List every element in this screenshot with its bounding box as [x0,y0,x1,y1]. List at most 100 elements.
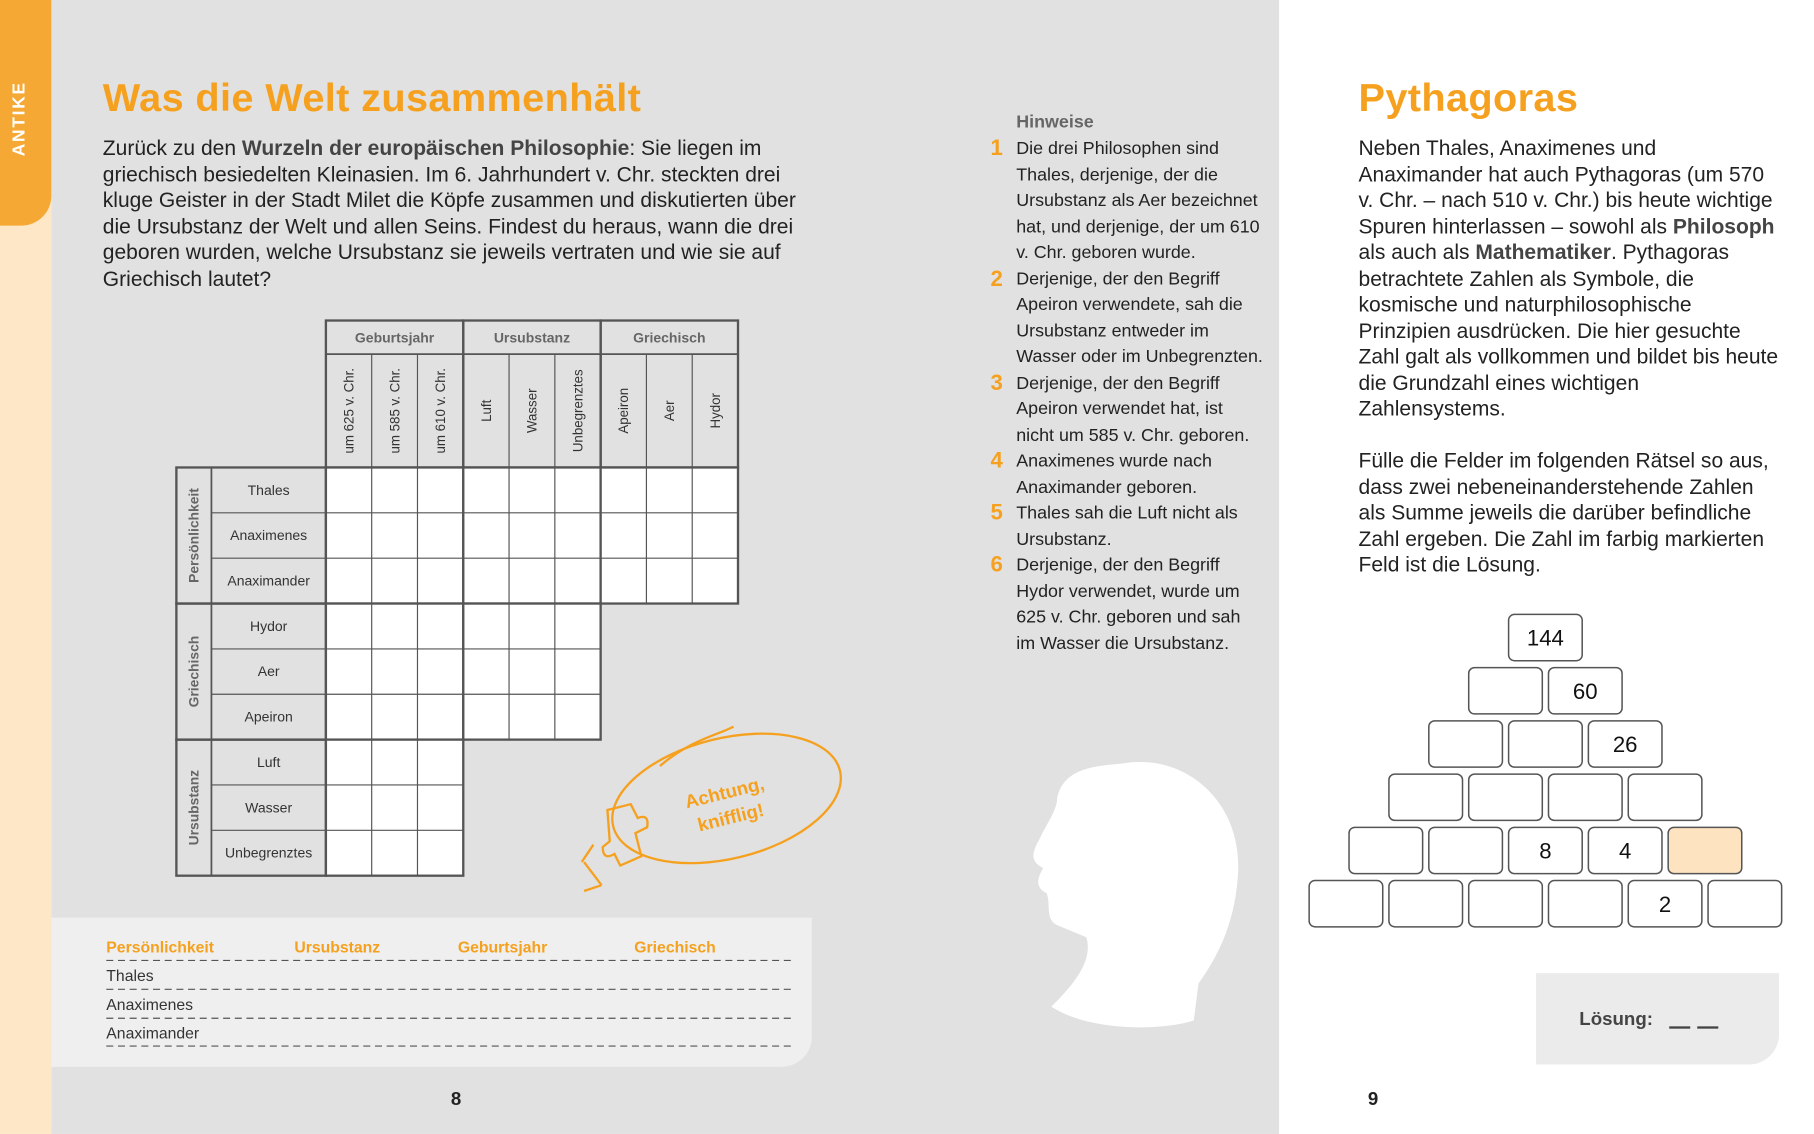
para-bold: Philosoph [1672,214,1775,238]
column-label: Apeiron [616,388,631,434]
hint-number: 6 [990,553,1003,578]
bubble-stroke [659,725,735,767]
pyramid-number: 26 [1613,732,1638,757]
pyramid-cell [1388,879,1464,928]
intro: Zurück zu den Wurzeln der europäischen P… [103,135,830,291]
column-label: um 625 v. Chr. [341,368,356,453]
hint: 2 Derjenige, der den Begriff Apeiron verw… [991,267,1264,371]
row-group-label: Persönlichkeit [186,488,202,583]
row-label: Thales [248,482,290,498]
pyramid-cell [1348,826,1424,875]
para-text: Neben Thales, Anaximenes und Anaximander… [1358,136,1773,238]
para-text: . Pythagoras betrachtete Zahlen als Symb… [1358,240,1779,421]
pyramid-cell [1467,773,1544,822]
row-label: Anaximander [227,573,310,589]
pyramid-number: 4 [1619,839,1631,864]
pyramid-cell [1507,720,1583,768]
pyramid-cell [1627,773,1703,822]
hint: 4 Anaximenes wurde nach Anaximander gebor… [991,449,1264,501]
pyramid-number: 2 [1659,892,1671,917]
para-bold: Mathematiker [1475,240,1611,264]
solution-cell [1667,826,1743,875]
grid-block [324,466,465,605]
grid-block [462,602,602,741]
pyramid-cell [1428,720,1504,768]
row-label: Unbegrenztes [225,845,312,861]
column-label: Unbegrenztes [570,369,585,452]
right-paragraph: Fülle die Felder im folgenden Rätsel so … [1358,448,1769,577]
solution-box [51,917,812,1067]
page-number: 8 [450,1089,462,1110]
pyramid-cell [1467,879,1544,928]
row-group-label: Ursubstanz [186,770,202,846]
right-title: Pythagoras [1358,76,1579,121]
pyramid-number: 8 [1539,839,1551,864]
pyramid-cell [1627,879,1703,928]
hint-text: Thales sah die Luft nicht als Ursubstanz… [1016,503,1238,550]
column-label: um 585 v. Chr. [387,368,402,453]
hint-number: 5 [990,501,1003,526]
pyramid-cell [1547,773,1623,822]
section-tab [0,0,52,226]
solution-row-label: Anaximenes [106,997,193,1014]
hint-number: 3 [990,370,1003,396]
solution-header: Griechisch [634,939,715,956]
pyramid-cell [1507,826,1583,875]
column-label: Hydor [708,392,723,428]
head-silhouette [1033,761,1239,1028]
hint: 5 Thales sah die Luft nicht als Ursubstan… [991,501,1264,553]
solution-header: Ursubstanz [294,939,380,956]
hint-number: 2 [990,266,1003,292]
grid-block [599,466,740,605]
pyramid-cell [1467,666,1544,715]
column-group-label: Griechisch [633,330,705,346]
logic-grid: Geburtsjahr um 625 v. Chr. um 585 v. Chr. u… [175,319,740,877]
hint-number: 1 [990,136,1003,161]
pyramid-cell [1388,773,1464,822]
solution-row-label: Anaximander [106,1025,199,1042]
column-label: um 610 v. Chr. [433,368,448,453]
left-title: Was die Welt zusammenhält [102,76,642,121]
hint-text: Derjenige, der den Begriff Apeiron verwe… [1016,269,1263,367]
number-pyramid: 144 60 26 8 4 2 [1308,613,1783,928]
pyramid-cell [1587,826,1663,875]
row-label: Luft [257,754,280,770]
column-label: Luft [479,399,494,421]
pyramid-cell [1547,666,1623,715]
solution-table: Persönlichkeit Ursubstanz Geburtsjahr Griec… [106,939,792,1047]
hint: 6 Derjenige, der den Begriff Hydor verwen… [991,553,1264,657]
pyramid-cell [1507,613,1583,662]
para-text: als auch als [1358,240,1476,264]
pyramid-cell [1428,826,1504,875]
page-number: 9 [1367,1089,1379,1110]
hint-text: Anaximenes wurde nach Anaximander gebore… [1016,451,1212,497]
pyramid-cell [1707,879,1783,928]
bubble-outline [611,732,843,865]
row-label: Wasser [245,799,292,815]
answer-blank [1697,1026,1719,1029]
answer-box [1536,973,1780,1065]
row-label: Anaximenes [230,527,307,543]
decorations: Achtung,knifflig! [580,725,1239,1028]
intro-text: : Sie liegen im griechisch besiedelten K… [102,136,796,290]
hints-heading: Hinweise [1016,112,1094,132]
column-label: Wasser [525,388,540,433]
column-group-label: Geburtsjahr [355,330,435,346]
right-paragraph: Neben Thales, Anaximenes und Anaximander… [1359,135,1782,421]
pyramid-cell [1308,879,1384,928]
answer-blank [1669,1026,1691,1029]
hint-text: Derjenige, der den Begriff Hydor verwend… [1016,555,1241,654]
intro-text: Zurück zu den [102,136,242,160]
row-label: Aer [258,663,280,679]
hint: 1 Die drei Philosophen sind Thales, derje… [991,137,1264,267]
pyramid-cell [1547,879,1623,928]
solution-header: Geburtsjahr [458,939,547,956]
column-group-label: Ursubstanz [494,330,570,346]
hint-number: 4 [990,448,1003,474]
grid-block [324,738,465,877]
solution-header: Persönlichkeit [106,939,215,956]
hint-text: Derjenige, der den Begriff Apeiron verwe… [1016,373,1250,445]
hints-list: 1 Die drei Philosophen sind Thales, derje… [991,137,1264,658]
pyramid-cell [1587,720,1663,768]
